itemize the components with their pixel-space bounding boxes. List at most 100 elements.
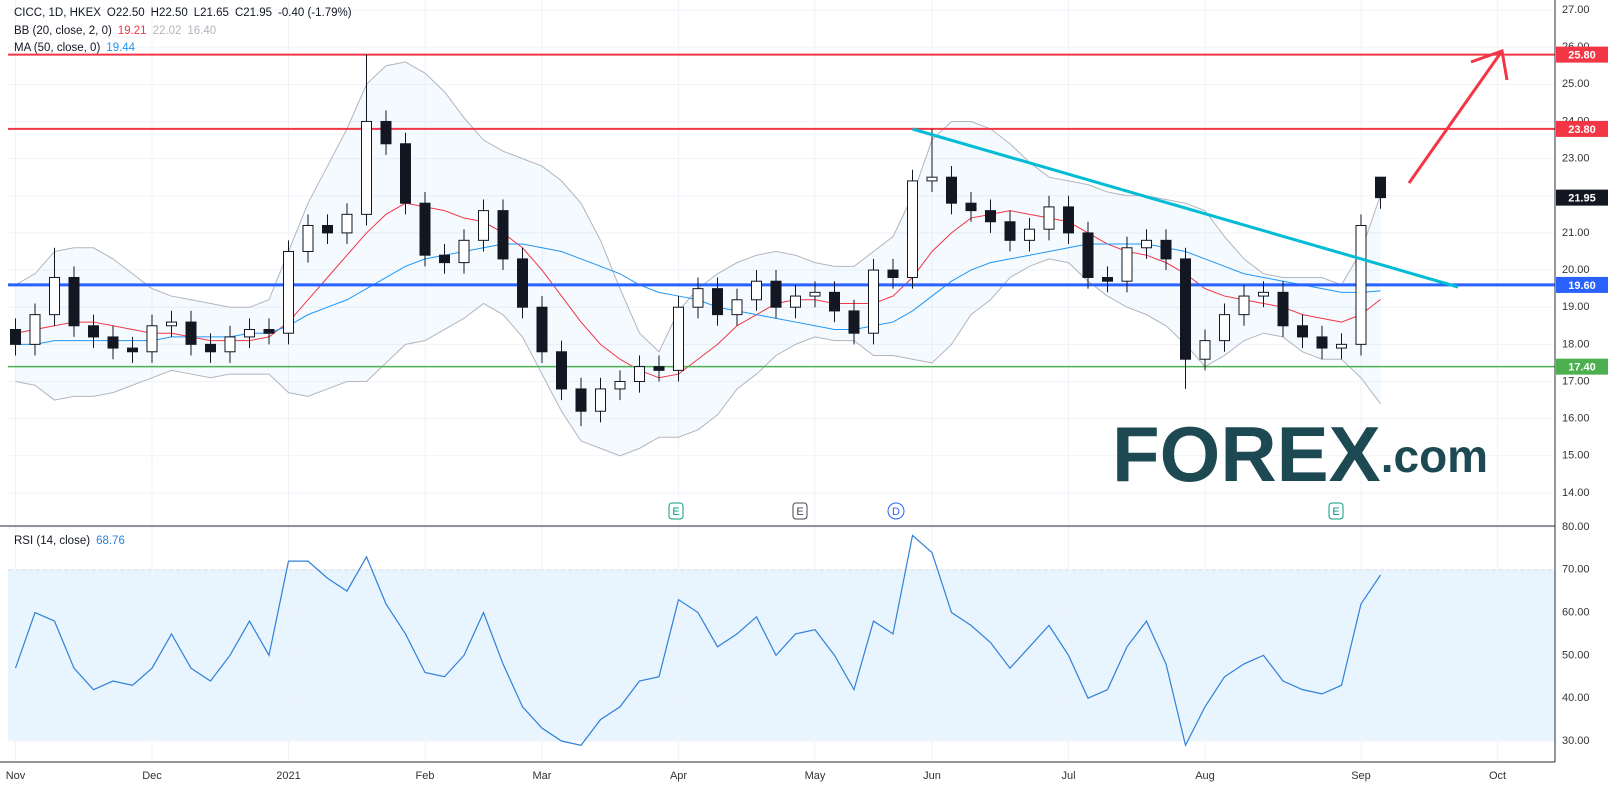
y-tick-label: 15.00 [1562, 450, 1590, 462]
candle-body [1004, 221, 1016, 241]
y-tick-label: 21.00 [1562, 227, 1590, 239]
rsi-tick-label: 40.00 [1562, 692, 1590, 704]
x-tick-label: Dec [142, 770, 162, 782]
candle-body [361, 120, 372, 215]
candle-body [517, 258, 528, 308]
candle-body [185, 321, 197, 345]
rsi-tick-label: 60.00 [1562, 606, 1590, 618]
bb-legend: BB (20, close, 2, 0) 19.21 22.02 16.40 [14, 25, 216, 37]
y-tick-label: 23.00 [1562, 153, 1590, 165]
candle-body [10, 328, 21, 345]
x-tick-label: Apr [670, 770, 687, 782]
price-label-box [1556, 358, 1608, 375]
candle-body [673, 306, 684, 371]
event-badge [792, 502, 808, 520]
candle-body [1121, 247, 1133, 282]
candle-body [1336, 343, 1347, 349]
target-arrow [1407, 48, 1509, 184]
y-tick-label: 20.00 [1562, 264, 1590, 276]
candle-body [556, 351, 567, 390]
y-tick-label: 27.00 [1562, 4, 1590, 16]
candle-body [1219, 314, 1230, 342]
y-tick-label: 19.00 [1562, 301, 1590, 313]
candle-body [614, 380, 626, 390]
event-label: E [672, 506, 679, 518]
event-badge [887, 502, 905, 520]
symbol: CICC, 1D, HKEX [14, 7, 101, 19]
candle-body [731, 299, 743, 316]
rsi-line [14, 534, 1381, 748]
y-tick-label: 18.00 [1562, 338, 1590, 350]
candle-body [322, 224, 333, 234]
price-label: 25.80 [1568, 50, 1596, 62]
y-tick-label: 17.00 [1562, 375, 1590, 387]
header: CICC, 1D, HKEX O22.50 H22.50 L21.65 C21.95 -0… [14, 7, 352, 19]
event-label: E [1332, 506, 1339, 518]
candle-body [887, 269, 899, 278]
ohlc: H22.50 [151, 7, 188, 19]
candle-body [926, 176, 938, 182]
candle-body [68, 276, 80, 327]
price-label: 19.60 [1568, 280, 1596, 292]
candle-body [49, 276, 60, 316]
bb-basis [15, 202, 1381, 379]
candle-body [1277, 291, 1289, 327]
candle-body [634, 366, 645, 382]
candle-body [166, 321, 177, 327]
candle-body [965, 202, 977, 212]
candle-body [595, 388, 606, 412]
x-tick-label: Oct [1489, 770, 1506, 782]
price-label-box [1556, 276, 1608, 293]
rsi-tick-label: 80.00 [1562, 521, 1590, 533]
candle-body [341, 213, 353, 234]
candle-body [809, 291, 821, 297]
candle-body [302, 224, 314, 252]
rsi-tick-label: 50.00 [1562, 649, 1590, 661]
candle-body [1199, 340, 1211, 360]
candle-body [127, 347, 138, 353]
y-tick-label: 14.00 [1562, 487, 1590, 499]
candle-body [263, 328, 275, 334]
candle-body [751, 280, 762, 301]
candle-body [946, 176, 957, 204]
candle-body [575, 388, 587, 412]
candle-body [1375, 176, 1386, 199]
candle-body [1238, 295, 1250, 316]
ohlc: C21.95 [235, 7, 272, 19]
candle-body [224, 336, 236, 353]
x-tick-label: Jun [923, 770, 941, 782]
event-label: D [892, 506, 900, 518]
trend-line [912, 127, 1459, 289]
x-tick-label: Mar [533, 770, 552, 782]
candle-body [790, 295, 801, 308]
rsi-tick-label: 70.00 [1562, 564, 1590, 576]
candle-body [244, 328, 255, 338]
candle-body [29, 314, 41, 345]
candle-body [1102, 276, 1113, 282]
price-label-box [1556, 120, 1608, 137]
event-label: E [796, 506, 803, 518]
change: -0.40 (-1.79%) [278, 7, 352, 19]
x-tick-label: Sep [1351, 770, 1371, 782]
price-label: 21.95 [1568, 193, 1596, 205]
grid [8, 0, 1555, 762]
candle-body [107, 336, 119, 349]
event-badge [668, 502, 684, 520]
x-tick-label: Aug [1195, 770, 1215, 782]
candle-body [1160, 239, 1172, 260]
candle-body [1063, 206, 1074, 234]
candle-body [478, 210, 489, 241]
ohlc: O22.50 [107, 7, 145, 19]
candle-body [536, 306, 548, 353]
candle-body [907, 180, 918, 278]
candle-body [1297, 325, 1308, 338]
candle-body [88, 325, 99, 338]
rsi-tick-label: 30.00 [1562, 735, 1590, 747]
candle-body [770, 280, 782, 308]
candle-body [1082, 232, 1094, 278]
candle-body [458, 239, 470, 264]
bb-lower [15, 258, 1381, 457]
candle-body [1180, 258, 1191, 360]
